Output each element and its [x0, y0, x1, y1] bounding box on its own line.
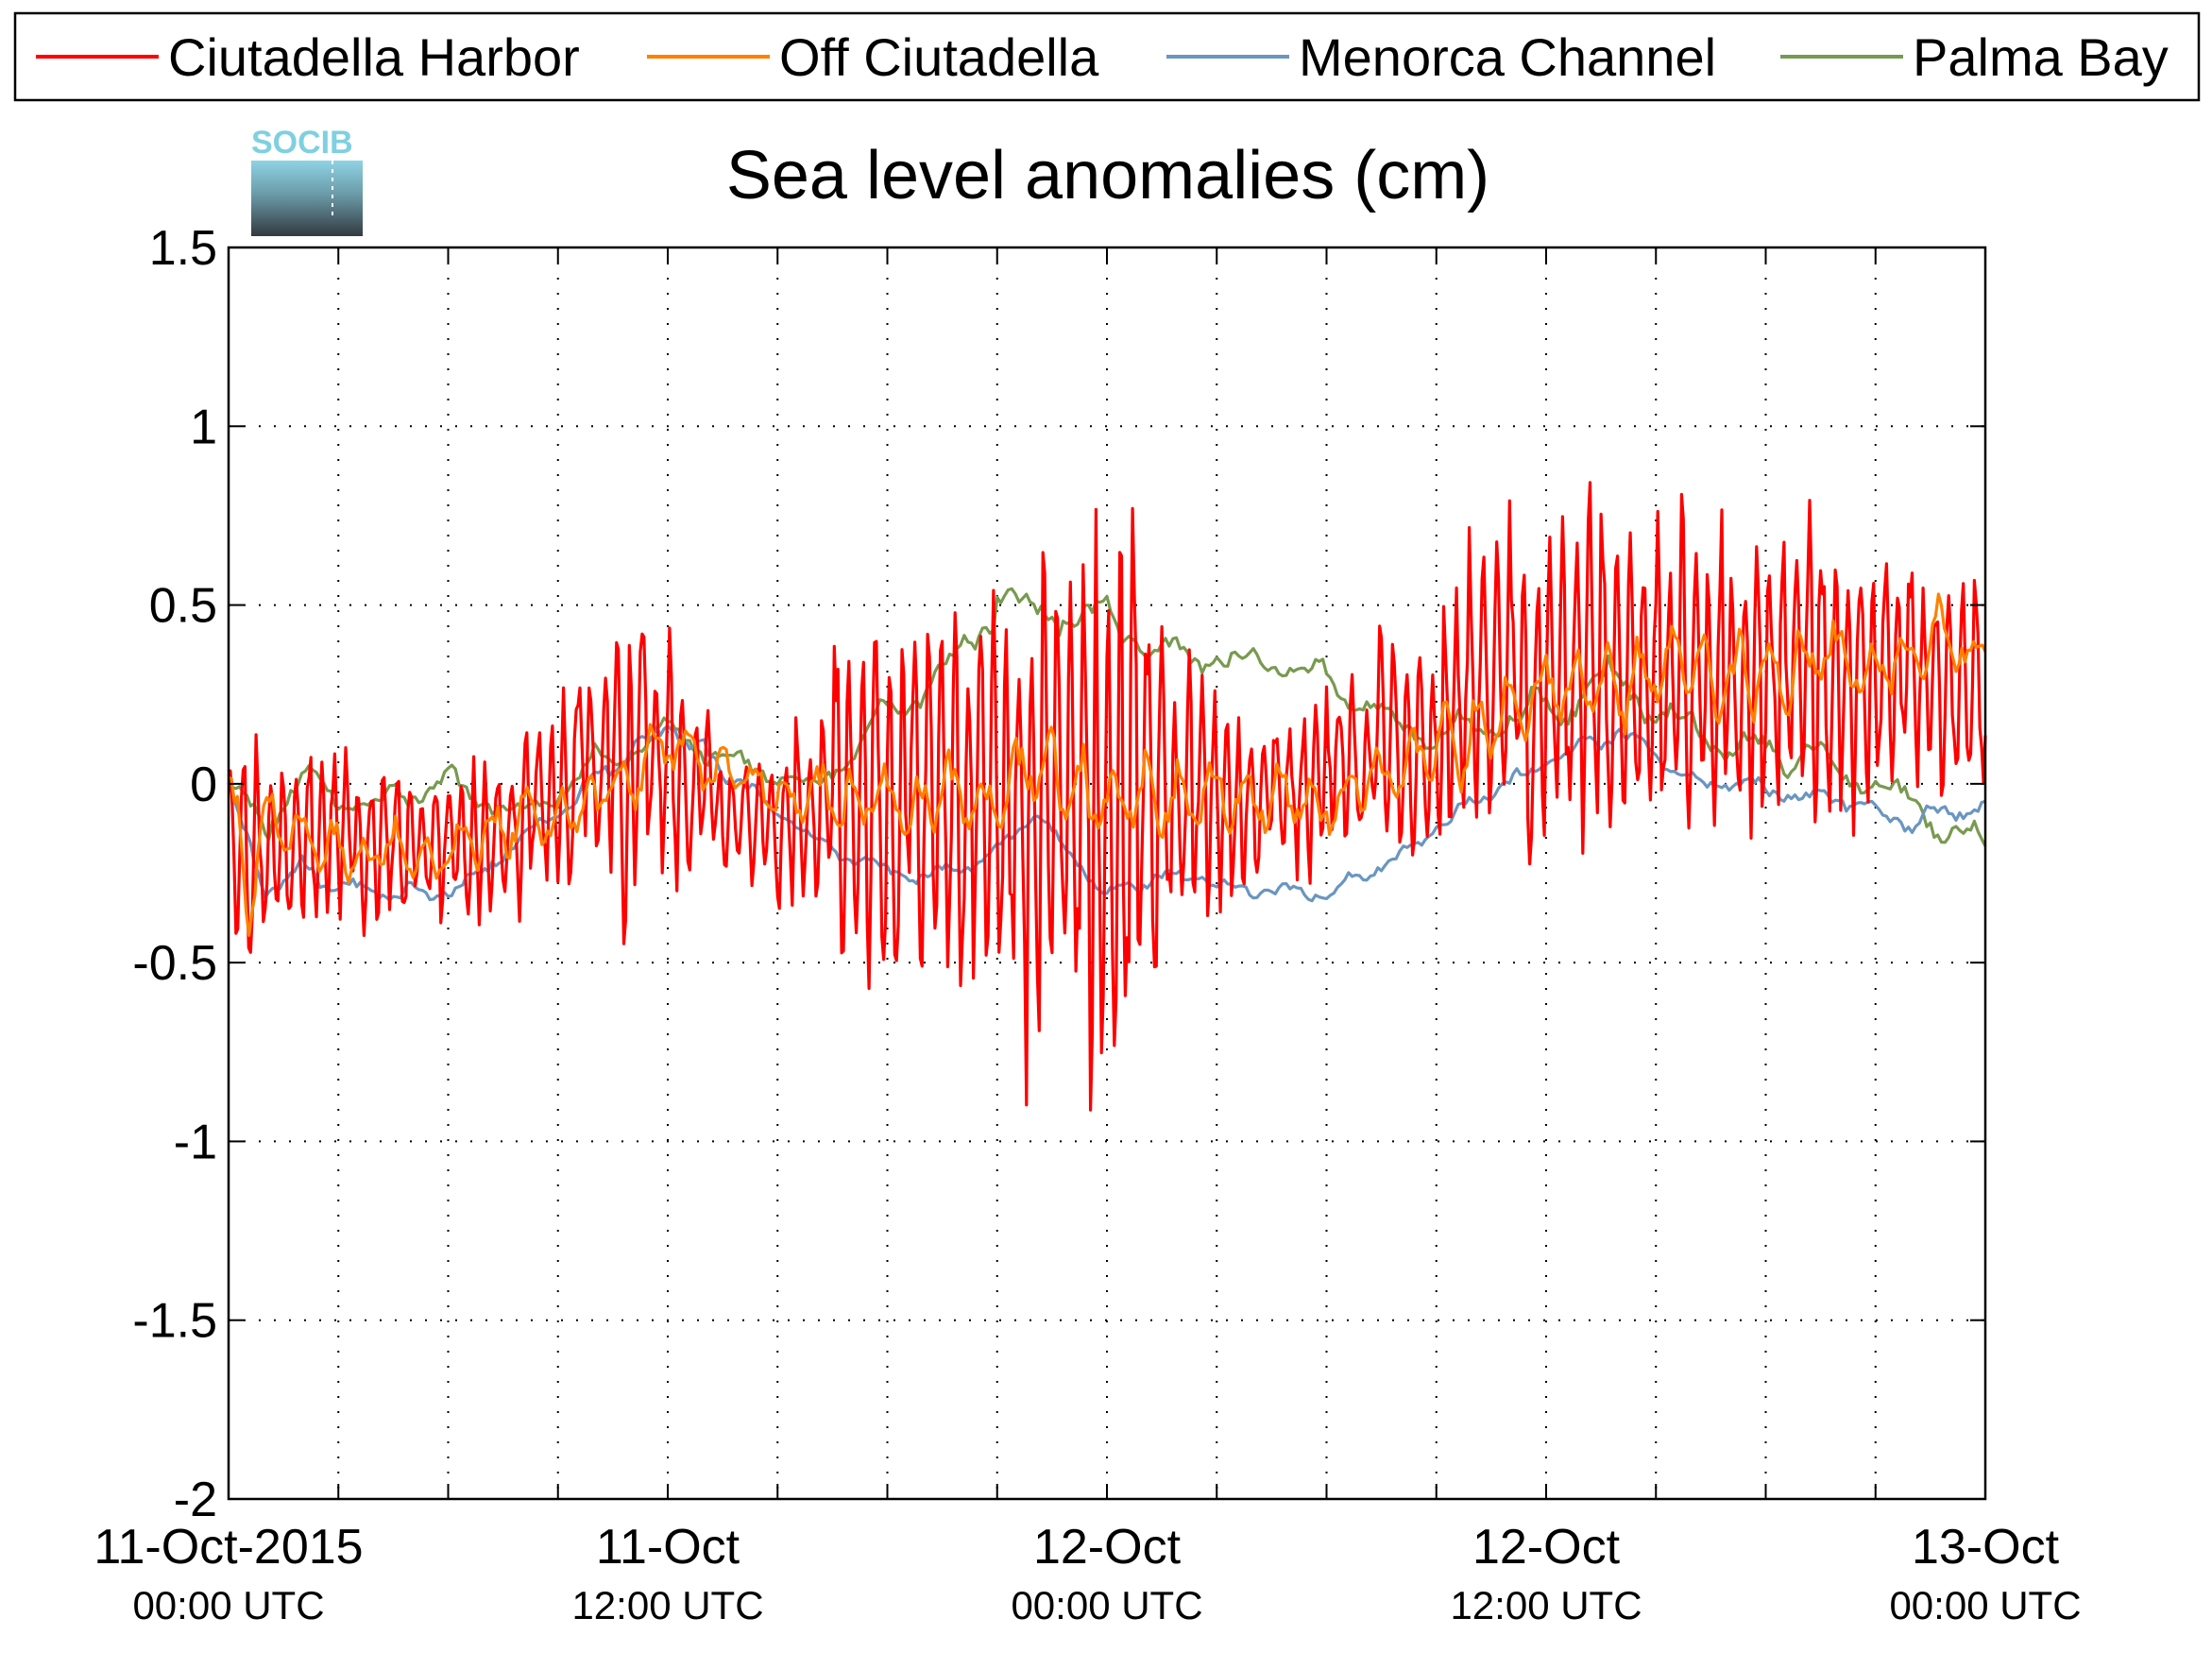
x-tick-sublabel: 00:00 UTC: [132, 1583, 324, 1627]
y-tick-label: -1.5: [132, 1294, 217, 1349]
x-axis: 11-Oct-2015 00:00 UTC 11-Oct 12:00 UTC 12-Oc…: [94, 1520, 2081, 1627]
x-tick-label: 11-Oct-2015: [94, 1520, 363, 1575]
socib-logo-mark: [251, 161, 363, 236]
x-tick-label: 11-Oct: [596, 1520, 740, 1575]
y-axis: 1.5 1 0.5 0 -0.5 -1 -1.5 -2: [132, 221, 217, 1527]
y-tick-label: 1: [190, 400, 217, 454]
x-tick-sublabel: 00:00 UTC: [1889, 1583, 2081, 1627]
axis-ticks: [228, 247, 1986, 1500]
x-tick-label: 12-Oct: [1033, 1520, 1182, 1575]
y-tick-label: -1: [174, 1115, 217, 1169]
grid: [229, 247, 1985, 1499]
legend-label: Palma Bay: [1913, 27, 2169, 87]
legend-label: Ciutadella Harbor: [168, 27, 580, 87]
socib-logo: SOCIB: [251, 125, 363, 236]
x-tick-sublabel: 12:00 UTC: [1450, 1583, 1642, 1627]
legend-entry-ciutadella-harbor: Ciutadella Harbor: [36, 27, 580, 87]
x-tick-label: 13-Oct: [1912, 1520, 2060, 1575]
series-off-ciutadella: [228, 592, 1987, 937]
legend-entry-off-ciutadella: Off Ciutadella: [647, 27, 1099, 87]
y-tick-label: 1.5: [149, 221, 217, 276]
x-tick-sublabel: 00:00 UTC: [1011, 1583, 1202, 1627]
series-ciutadella-harbor: [228, 481, 1987, 1112]
legend: Ciutadella Harbor Off Ciutadella Menorca…: [13, 11, 2201, 102]
y-tick-label: 0.5: [149, 579, 217, 634]
legend-label: Off Ciutadella: [779, 27, 1099, 87]
y-tick-label: -2: [174, 1473, 217, 1527]
legend-entry-palma-bay: Palma Bay: [1780, 27, 2169, 87]
chart-title: Sea level anomalies (cm): [726, 138, 1489, 213]
legend-label: Menorca Channel: [1299, 27, 1716, 87]
socib-logo-text: SOCIB: [251, 125, 353, 161]
x-tick-sublabel: 12:00 UTC: [571, 1583, 763, 1627]
x-tick-label: 12-Oct: [1472, 1520, 1621, 1575]
series-layer: [227, 481, 1987, 1112]
y-tick-label: -0.5: [132, 936, 217, 991]
legend-entry-menorca-channel: Menorca Channel: [1166, 27, 1716, 87]
y-tick-label: 0: [190, 758, 217, 812]
